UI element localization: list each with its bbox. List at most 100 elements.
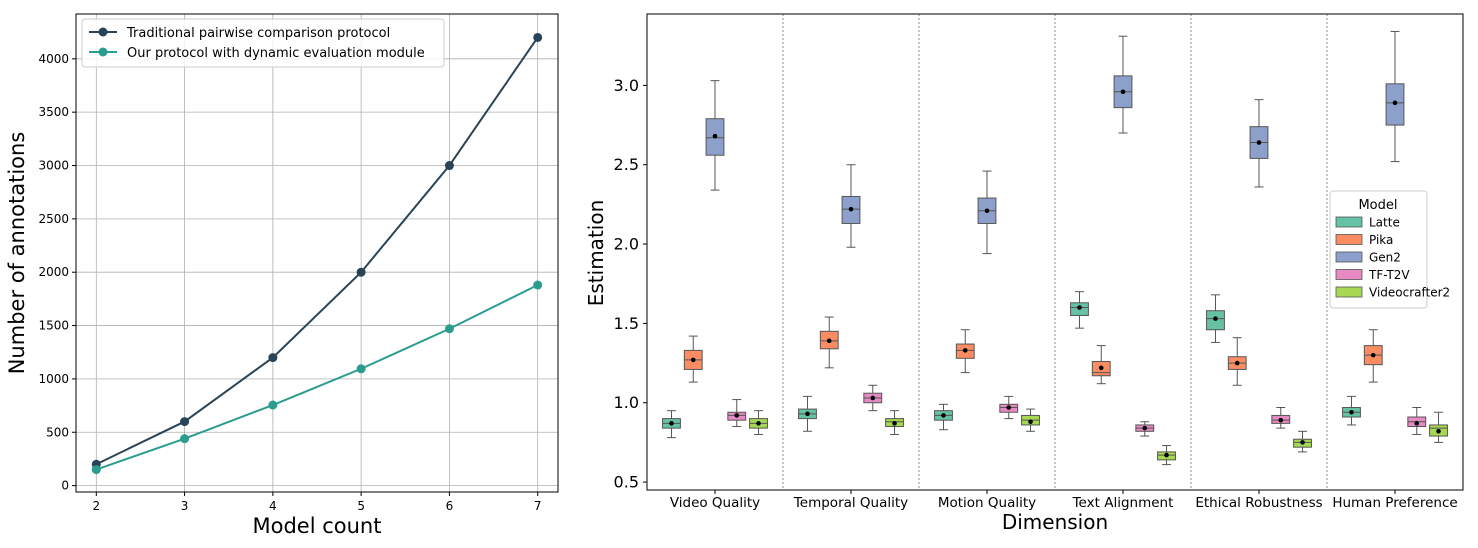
y-tick-label: 500 [46,425,69,439]
mean-marker [892,421,897,426]
legend-title: Model [1358,198,1397,213]
box-latte [1206,294,1225,343]
plot-frame [646,13,1464,491]
mean-marker [1256,140,1262,145]
mean-marker [712,133,718,139]
plot-frame [75,13,559,493]
data-point [180,417,190,427]
mean-marker [848,206,854,212]
box-pika [1227,337,1247,386]
y-axis-label: Estimation [584,200,608,307]
mean-marker [1349,409,1354,415]
box-pika [1363,329,1383,383]
legend-frame [81,18,445,68]
box-pika [683,335,703,383]
boxes [662,30,1448,466]
legend-marker [98,47,108,57]
box-pika [955,329,975,374]
box-tf-t2v [999,395,1019,420]
mean-marker [1414,421,1420,426]
mean-marker [1278,417,1284,423]
y-ticks: 0 500 1000 1500 2000 2500 3000 3500 4000 [38,52,76,493]
box-videocrafter2 [1429,411,1448,443]
y-tick-label: 1.5 [614,314,639,333]
box-videocrafter2 [1021,408,1040,432]
legend-swatch [1335,269,1363,280]
legend-label: Latte [1369,216,1400,230]
box-chart: Video Quality Temporal Quality Motion Qual… [584,13,1464,534]
mean-marker [826,338,832,344]
x-tick-label: Motion Quality [938,495,1036,511]
y-tick-label: 2.0 [614,235,639,254]
box-tf-t2v [1271,406,1291,429]
mean-marker [690,357,696,363]
box-gen2 [1113,35,1133,134]
mean-marker [962,348,968,353]
box-tf-t2v [1135,421,1155,437]
box-gen2 [1385,30,1405,163]
y-tick-label: 0.5 [614,473,639,492]
mean-marker [1098,365,1104,371]
y-tick-label: 1000 [38,372,69,386]
mean-marker [1142,425,1148,431]
data-point [91,465,101,475]
box-tf-t2v [863,384,883,412]
data-point [533,32,543,42]
data-point [444,161,454,171]
box-gen2 [705,80,725,191]
mean-marker [1300,440,1305,445]
legend-label: Traditional pairwise comparison protocol [126,26,390,41]
x-tick-label: 3 [181,499,189,513]
grid [76,14,558,492]
x-tick-label: 6 [446,499,454,513]
y-tick-label: 4000 [38,52,69,66]
data-point [268,400,278,410]
data-point [533,280,543,290]
y-axis-label: Number of annotations [5,132,29,375]
box-gen2 [977,170,997,255]
data-point [444,324,454,334]
data-point [180,434,190,444]
data-point [356,267,366,277]
mean-marker [805,411,810,417]
y-tick-label: 0 [61,479,69,493]
series-lines [91,32,543,475]
box-videocrafter2 [1157,445,1176,466]
x-ticks: Video Quality Temporal Quality Motion Qual… [670,490,1458,511]
legend-label: TF-T2V [1368,268,1410,282]
series-line-1 [95,284,539,471]
x-axis-label: Model count [253,514,382,538]
legend-marker [98,27,108,37]
legend-label: Pika [1369,233,1393,247]
mean-marker [1120,89,1126,95]
x-tick-label: Ethical Robustness [1195,495,1322,511]
box-videocrafter2 [749,410,768,435]
mean-marker [1370,352,1376,358]
y-tick-label: 3000 [38,159,69,173]
y-tick-label: 2000 [38,265,69,279]
y-ticks: 0.5 1.0 1.5 2.0 2.5 3.0 [614,76,647,492]
box-pika [819,316,839,369]
mean-marker [669,421,674,426]
series-line-0 [95,36,539,466]
x-tick-label: Temporal Quality [793,495,908,511]
x-axis-label: Dimension [1002,510,1108,534]
legend-label: Videocrafter2 [1369,286,1450,300]
legend-swatch [1335,234,1363,245]
mean-marker [1164,452,1169,458]
x-tick-label: Human Preference [1332,495,1457,511]
category-separators [782,14,1328,490]
box-videocrafter2 [1293,430,1312,453]
x-tick-label: 4 [269,499,277,513]
mean-marker [1234,360,1240,366]
mean-marker [941,413,946,418]
y-tick-label: 3500 [38,105,69,119]
box-latte [1070,291,1089,329]
box-latte [934,403,953,431]
box-gen2 [1249,99,1269,188]
x-tick-label: 2 [92,499,100,513]
mean-marker [870,395,876,401]
x-tick-label: Video Quality [670,495,760,511]
